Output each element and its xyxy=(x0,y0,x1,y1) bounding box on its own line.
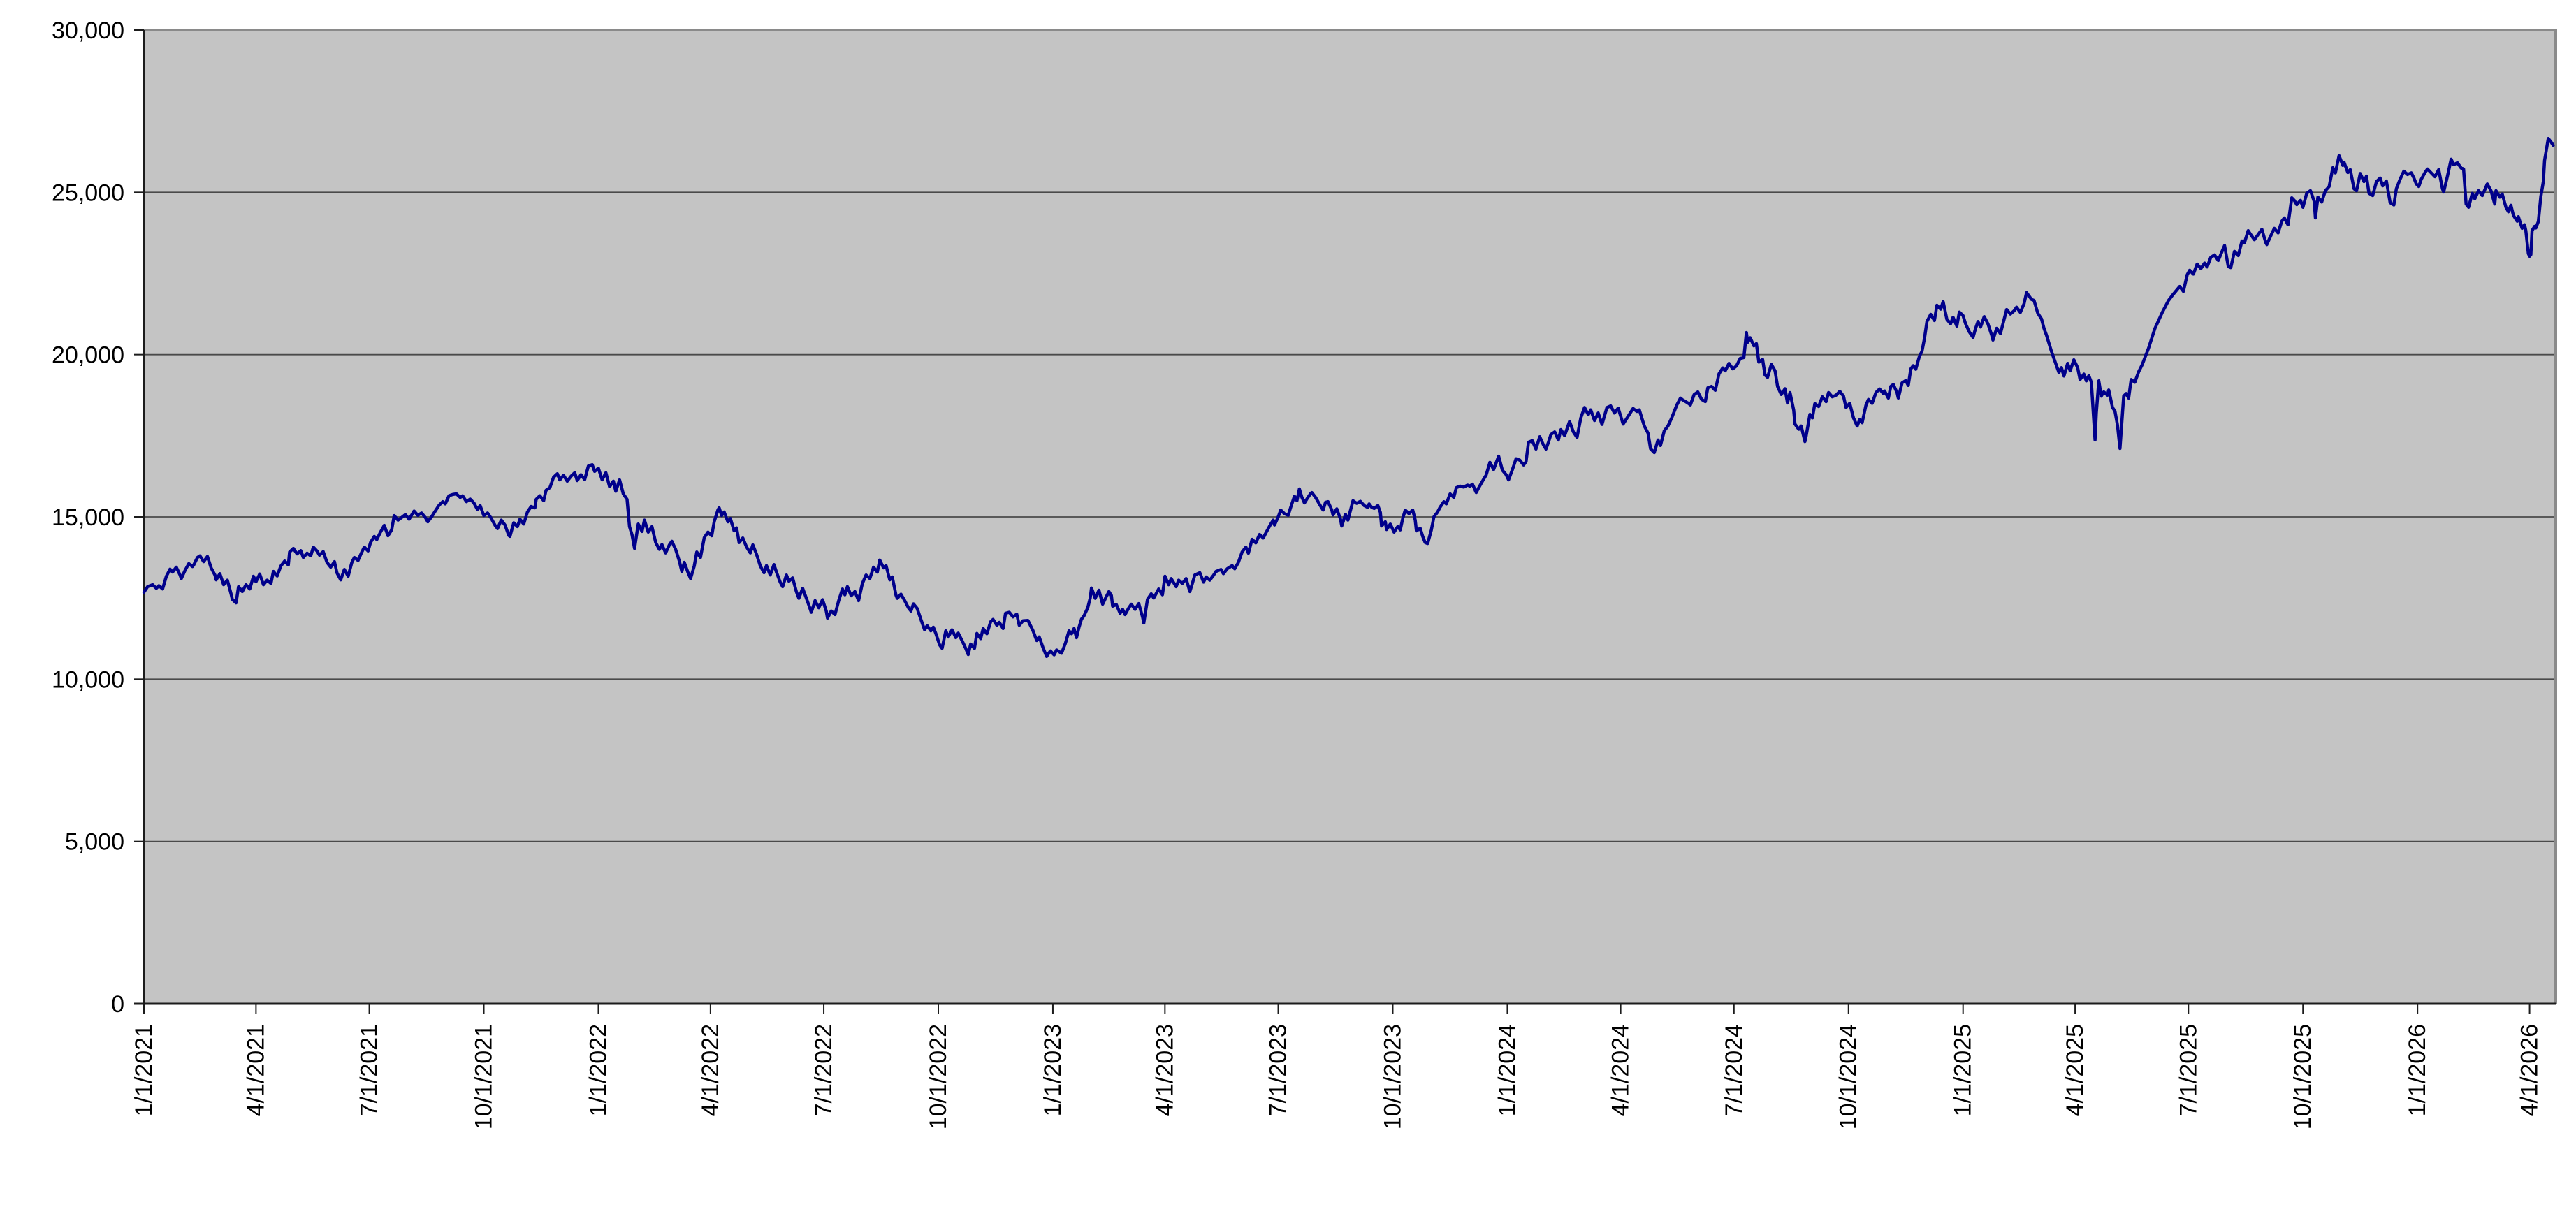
x-tick-label: 10/1/2025 xyxy=(2290,1024,2316,1129)
x-tick-label: 4/1/2021 xyxy=(242,1024,269,1116)
x-tick-label: 4/1/2025 xyxy=(2062,1024,2088,1116)
y-tick-label: 15,000 xyxy=(52,504,124,531)
x-tick-label: 10/1/2024 xyxy=(1835,1024,1862,1129)
x-tick-label: 4/1/2024 xyxy=(1608,1024,1634,1116)
x-tick-label: 1/1/2023 xyxy=(1040,1024,1066,1116)
series-line-price xyxy=(142,136,2555,659)
x-tick-label: 4/1/2023 xyxy=(1151,1024,1178,1116)
y-tick-label: 30,000 xyxy=(52,17,124,44)
x-tick-label: 4/1/2022 xyxy=(697,1024,724,1116)
x-tick-label: 1/1/2021 xyxy=(131,1024,157,1116)
x-tick-label: 1/1/2022 xyxy=(585,1024,611,1116)
x-tick-label: 1/1/2026 xyxy=(2404,1024,2431,1116)
x-tick-label: 10/1/2023 xyxy=(1379,1024,1406,1129)
x-tick-label: 7/1/2023 xyxy=(1265,1024,1292,1116)
y-tick-label: 20,000 xyxy=(52,342,124,369)
x-tick-label: 10/1/2022 xyxy=(925,1024,952,1129)
x-tick-label: 10/1/2021 xyxy=(471,1024,497,1129)
x-tick-label: 4/1/2026 xyxy=(2517,1024,2543,1116)
x-tick-label: 1/1/2025 xyxy=(1950,1024,1977,1116)
y-tick-label: 10,000 xyxy=(52,666,124,693)
y-tick-label: 25,000 xyxy=(52,180,124,206)
x-tick-label: 7/1/2024 xyxy=(1721,1024,1747,1116)
x-tick-label: 7/1/2025 xyxy=(2175,1024,2202,1116)
y-tick-label: 5,000 xyxy=(65,829,124,856)
x-tick-label: 7/1/2022 xyxy=(810,1024,837,1116)
x-tick-label: 1/1/2024 xyxy=(1494,1024,1520,1116)
x-tick-label: 7/1/2021 xyxy=(356,1024,383,1116)
y-tick-label: 0 xyxy=(111,991,124,1018)
